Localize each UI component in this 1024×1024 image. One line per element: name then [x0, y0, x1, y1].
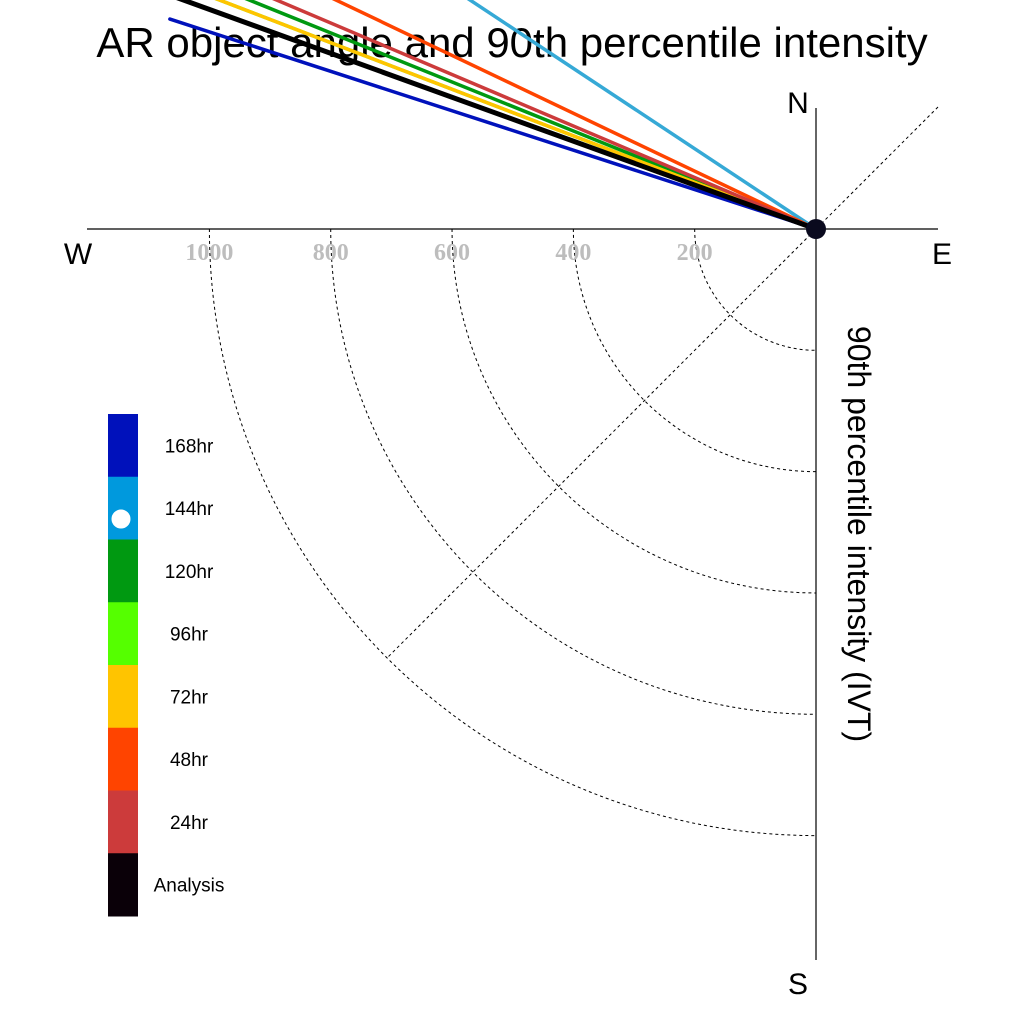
legend-swatch-144hr	[108, 476, 138, 540]
tick-label-600: 600	[434, 240, 470, 266]
series-vector-120hr	[244, 0, 818, 231]
legend-swatch-48hr	[108, 727, 138, 791]
tick-label-800: 800	[313, 240, 349, 266]
compass-west: W	[64, 238, 93, 271]
grid-arc-200	[694, 228, 817, 351]
compass-east: E	[932, 238, 952, 271]
grid-arc-600	[451, 228, 817, 594]
legend-swatch-72hr	[108, 665, 138, 729]
compass-south: S	[788, 968, 808, 1001]
legend-label-Analysis: Analysis	[154, 876, 225, 897]
endpoint-marker	[111, 509, 131, 529]
legend-swatch-120hr	[108, 539, 138, 603]
legend-label-96hr: 96hr	[170, 625, 209, 646]
grid-arc-400	[572, 228, 817, 473]
tick-label-1000: 1000	[185, 240, 233, 266]
series-vector-48hr	[331, 0, 818, 231]
legend-label-168hr: 168hr	[165, 436, 214, 457]
legend-swatch-168hr	[108, 414, 138, 478]
compass-axes: N S E W	[64, 87, 952, 1001]
legend-label-48hr: 48hr	[170, 750, 209, 771]
legend-label-120hr: 120hr	[165, 562, 214, 583]
grid-arc-800	[330, 228, 817, 715]
grid-arc-1000	[208, 228, 817, 837]
compass-north: N	[787, 87, 809, 120]
polar-grid	[208, 106, 939, 837]
series-vector-24hr	[272, 0, 818, 231]
series-vector-Analysis	[176, 0, 819, 232]
tick-label-200: 200	[677, 240, 713, 266]
series-vectors	[111, 0, 819, 529]
legend-label-24hr: 24hr	[170, 813, 209, 834]
y-axis-label: 90th percentile intensity (IVT)	[841, 326, 877, 742]
legend-swatch-96hr	[108, 602, 138, 666]
series-vector-144hr	[466, 0, 818, 231]
radial-tick-labels: 200 400 600 800 1000	[185, 240, 712, 266]
legend-label-144hr: 144hr	[165, 499, 214, 520]
legend: 168hr 144hr 120hr 96hr 72hr 48hr 24hr Analysis	[108, 414, 224, 917]
tick-label-400: 400	[555, 240, 591, 266]
legend-swatch-24hr	[108, 790, 138, 854]
legend-label-72hr: 72hr	[170, 687, 209, 708]
origin-marker	[806, 219, 826, 239]
grid-diagonal	[387, 106, 939, 658]
legend-swatch-Analysis	[108, 853, 138, 917]
series-vector-168hr	[168, 17, 818, 231]
